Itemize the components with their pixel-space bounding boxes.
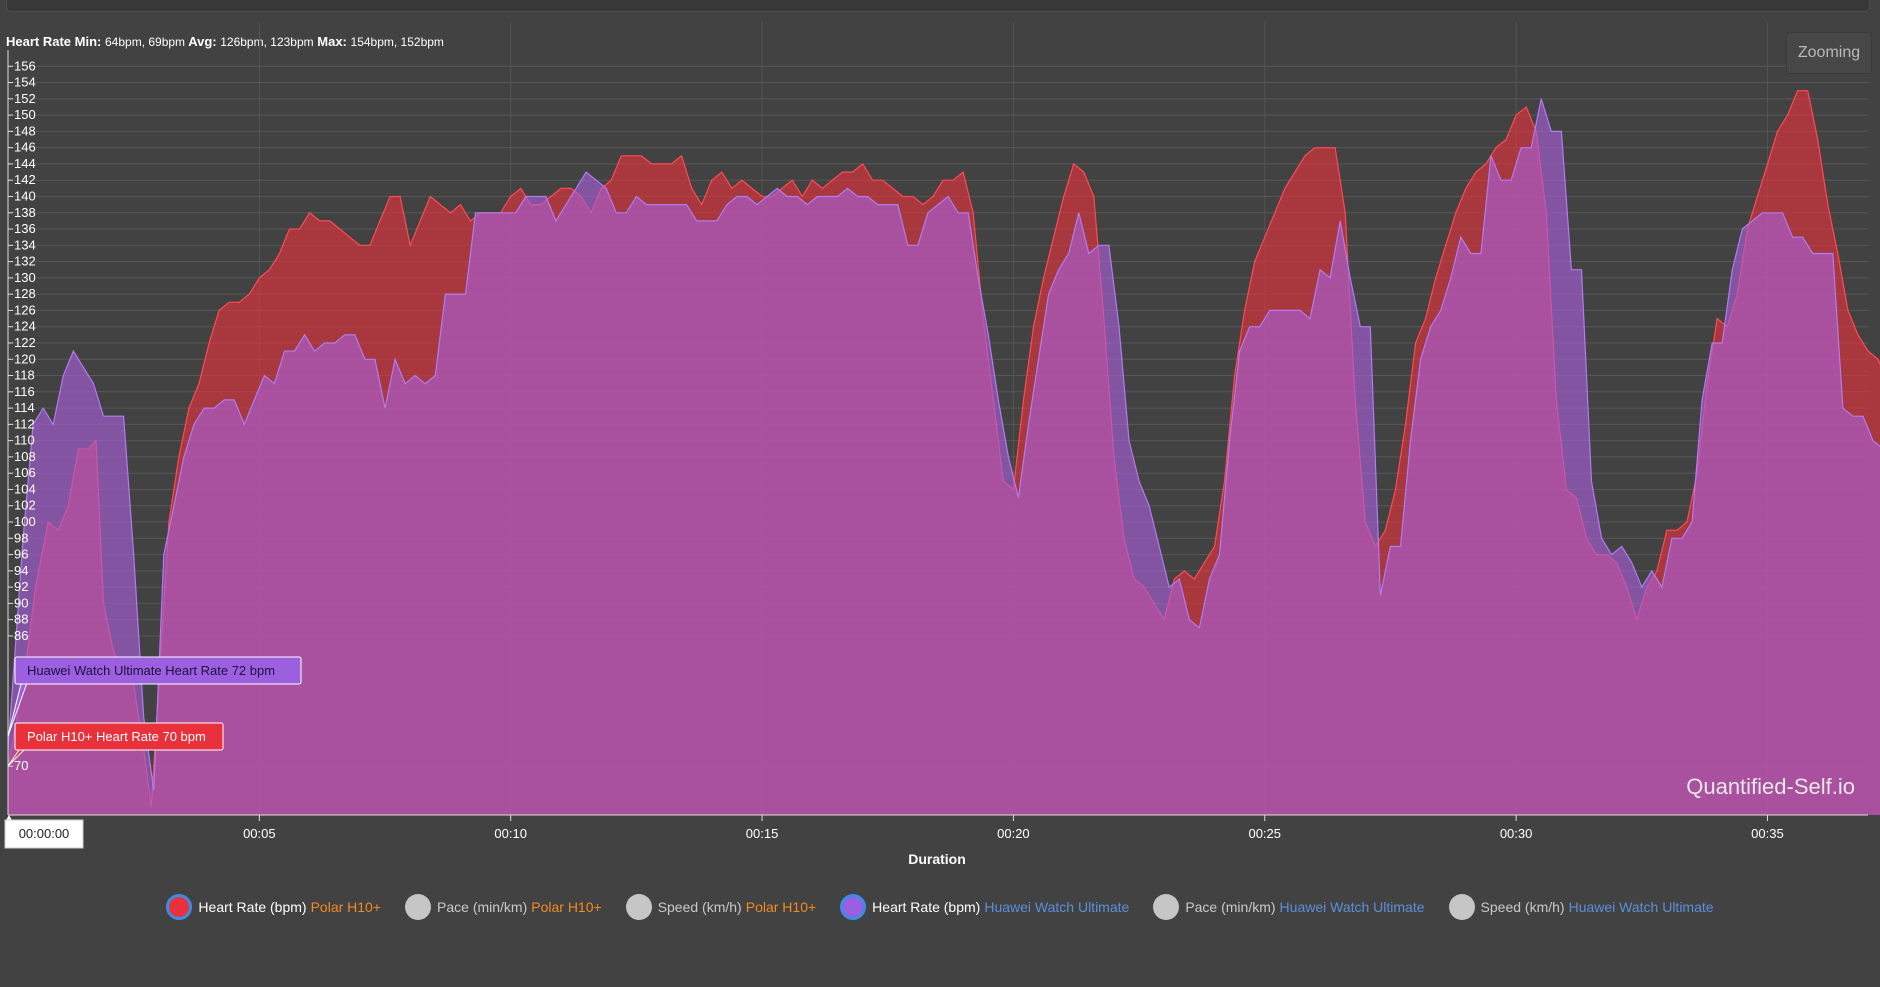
- legend-toggle-dot[interactable]: [625, 894, 652, 920]
- x-tick-label: 00:35: [1751, 826, 1784, 841]
- legend-item[interactable]: Speed (km/h) Huawei Watch Ultimate: [1448, 894, 1714, 920]
- legend-metric-label: Heart Rate (bpm): [872, 899, 981, 915]
- y-tick-label: 148: [14, 123, 36, 138]
- watermark-text: Quantified-Self.io: [1686, 774, 1855, 799]
- x-tick-label: 00:05: [243, 826, 276, 841]
- legend-item[interactable]: Pace (min/km) Huawei Watch Ultimate: [1153, 894, 1425, 920]
- y-tick-label: 134: [14, 237, 36, 252]
- legend-device-label: Polar H10+: [531, 899, 602, 915]
- heart-rate-stats: Heart Rate Min: 64bpm, 69bpm Avg: 126bpm…: [6, 34, 444, 49]
- chart-legend: Heart Rate (bpm) Polar H10+ Pace (min/km) P…: [0, 892, 1880, 922]
- y-tick-label: 140: [14, 188, 36, 203]
- y-tick-label: 118: [14, 368, 35, 383]
- x-axis-title: Duration: [908, 851, 966, 867]
- tooltip-huawei-text: Huawei Watch Ultimate Heart Rate 72 bpm: [27, 663, 275, 678]
- legend-item[interactable]: Pace (min/km) Polar H10+: [405, 894, 602, 920]
- legend-metric-label: Speed (km/h): [657, 899, 742, 915]
- y-tick-label: 142: [14, 172, 36, 187]
- legend-item[interactable]: Heart Rate (bpm) Huawei Watch Ultimate: [840, 894, 1129, 920]
- legend-metric-label: Speed (km/h): [1480, 899, 1565, 915]
- zooming-button[interactable]: Zooming: [1786, 32, 1872, 74]
- y-tick-label: 70: [14, 758, 28, 773]
- legend-toggle-dot[interactable]: [1153, 894, 1180, 920]
- legend-device-label: Huawei Watch Ultimate: [1279, 899, 1425, 915]
- y-tick-label: 108: [14, 449, 36, 464]
- stats-max-label: Max:: [317, 34, 347, 49]
- y-tick-label: 114: [14, 400, 35, 415]
- legend-device-label: Polar H10+: [745, 899, 817, 915]
- x-tick-label: 00:15: [746, 826, 779, 841]
- legend-toggle-dot[interactable]: [166, 894, 193, 920]
- y-tick-label: 144: [14, 156, 36, 171]
- y-tick-label: 94: [14, 563, 28, 578]
- tooltip-huawei: Huawei Watch Ultimate Heart Rate 72 bpm: [7, 656, 302, 737]
- top-scrollbar[interactable]: [6, 0, 1870, 12]
- legend-metric-label: Pace (min/km): [437, 899, 528, 915]
- legend-item[interactable]: Speed (km/h) Polar H10+: [625, 894, 817, 920]
- legend-item[interactable]: Heart Rate (bpm) Polar H10+: [166, 894, 381, 920]
- y-tick-label: 98: [14, 530, 28, 545]
- tooltip-polar: Polar H10+ Heart Rate 70 bpm: [7, 722, 224, 767]
- series-line-huawei: [7, 98, 1880, 791]
- y-tick-label: 122: [14, 335, 36, 350]
- legend-metric-label: Heart Rate (bpm): [198, 899, 307, 915]
- y-tick-label: 124: [14, 319, 36, 334]
- y-tick-label: 152: [14, 91, 36, 106]
- x-axis: 00:05 00:10 00:15 00:20 00:25 00:30 00:35: [8, 814, 1868, 841]
- x-tick-label: 00:25: [1248, 826, 1281, 841]
- cursor-time-label: 00:00:00: [4, 815, 84, 849]
- legend-toggle-dot[interactable]: [405, 894, 432, 920]
- y-tick-label: 154: [14, 75, 36, 90]
- legend-device-label: Polar H10+: [310, 899, 382, 915]
- y-tick-label: 100: [14, 514, 36, 529]
- y-tick-label: 112: [14, 416, 35, 431]
- y-tick-label: 102: [14, 498, 36, 513]
- legend-device-label: Huawei Watch Ultimate: [1568, 899, 1714, 915]
- legend-metric-label: Pace (min/km): [1185, 899, 1276, 915]
- x-tick-label: 00:10: [494, 826, 527, 841]
- y-tick-label: 138: [14, 205, 36, 220]
- y-tick-label: 96: [14, 547, 28, 562]
- y-tick-label: 88: [14, 612, 28, 627]
- tooltip-polar-text: Polar H10+ Heart Rate 70 bpm: [27, 729, 206, 744]
- y-tick-label: 110: [14, 433, 35, 448]
- y-tick-label: 146: [14, 140, 36, 155]
- y-tick-label: 156: [14, 58, 36, 73]
- y-tick-label: 126: [14, 302, 36, 317]
- x-tick-label: 00:20: [997, 826, 1030, 841]
- stats-max-values: 154bpm, 152bpm: [350, 35, 444, 49]
- stats-title: Heart Rate: [6, 34, 72, 49]
- legend-toggle-dot[interactable]: [840, 894, 867, 920]
- legend-device-label: Huawei Watch Ultimate: [984, 899, 1130, 915]
- stats-avg-label: Avg:: [188, 34, 217, 49]
- y-tick-label: 150: [14, 107, 36, 122]
- y-tick-label: 90: [14, 595, 28, 610]
- stats-min-label: Min:: [74, 34, 102, 49]
- stats-avg-values: 126bpm, 123bpm: [220, 35, 314, 49]
- y-tick-label: 120: [14, 351, 36, 366]
- stats-min-values: 64bpm, 69bpm: [105, 35, 186, 49]
- cursor-time-text: 00:00:00: [19, 826, 70, 841]
- y-tick-label: 130: [14, 270, 36, 285]
- series-areas: [7, 90, 1880, 815]
- y-tick-label: 106: [14, 465, 36, 480]
- y-tick-label: 92: [14, 579, 28, 594]
- x-tick-label: 00:30: [1500, 826, 1533, 841]
- y-tick-label: 116: [14, 384, 35, 399]
- y-tick-label: 136: [14, 221, 36, 236]
- y-tick-label: 132: [14, 254, 36, 269]
- y-tick-label: 86: [14, 628, 28, 643]
- series-area-huawei: [8, 98, 1880, 815]
- legend-toggle-dot[interactable]: [1448, 894, 1475, 920]
- y-tick-label: 128: [14, 286, 36, 301]
- y-tick-label: 104: [14, 481, 36, 496]
